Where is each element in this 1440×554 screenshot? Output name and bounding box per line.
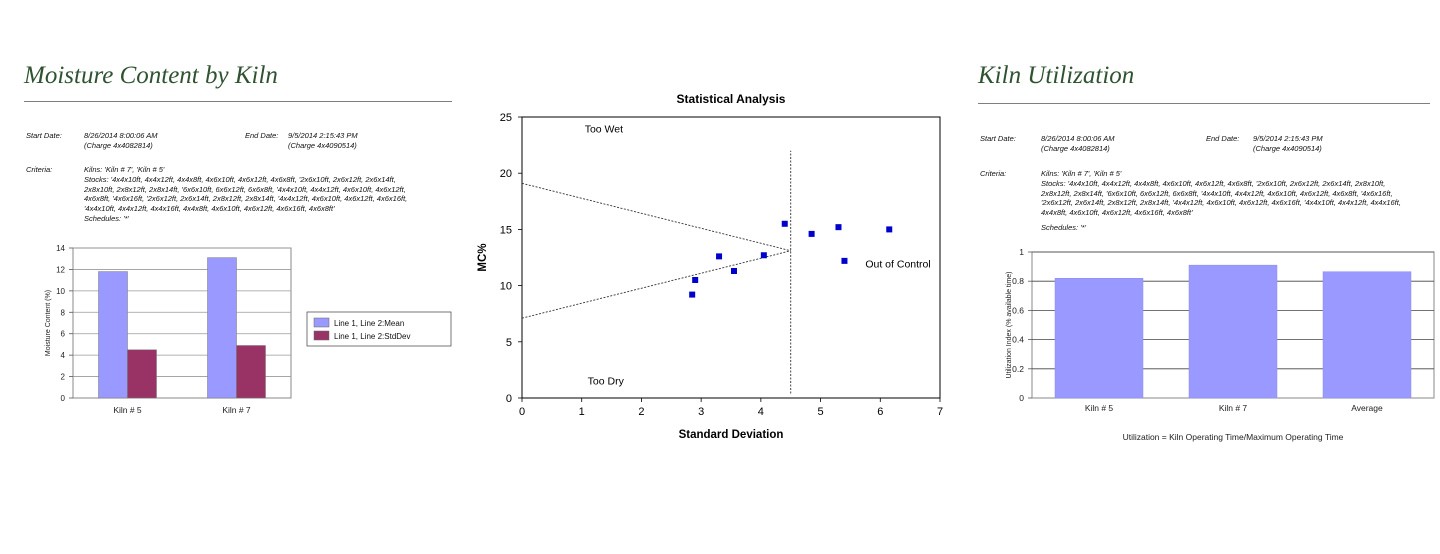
y-tick-label: 4 <box>61 351 66 360</box>
y-tick-label: 10 <box>56 287 65 296</box>
y-tick-label: 20 <box>500 168 512 180</box>
y-tick-label: 15 <box>500 224 512 236</box>
data-point <box>689 291 696 298</box>
y-tick-label: 12 <box>56 265 65 274</box>
title-rule <box>978 103 1430 104</box>
y-tick-label: 0.2 <box>1012 364 1024 374</box>
criteria-label: Criteria: <box>26 165 53 174</box>
annotation-label: Too Dry <box>588 376 625 388</box>
y-tick-label: 5 <box>506 337 512 349</box>
control-line <box>521 182 791 252</box>
y-tick-label: 25 <box>500 112 512 124</box>
y-tick-label: 0 <box>1019 393 1024 403</box>
criteria-schedules: Schedules: '*' <box>84 214 129 223</box>
criteria-label: Criteria: <box>980 169 1007 178</box>
chart-title: Statistical Analysis <box>677 92 786 106</box>
y-tick-label: 2 <box>61 373 66 382</box>
report-title: Kiln Utilization <box>978 62 1135 89</box>
data-point <box>886 226 893 233</box>
legend-swatch <box>313 330 330 341</box>
data-point <box>730 267 737 274</box>
y-tick-label: 6 <box>61 330 66 339</box>
x-tick-label: Kiln # 5 <box>1085 403 1114 413</box>
x-tick-label: 3 <box>698 406 704 418</box>
end-date-label: End Date: <box>1206 134 1240 143</box>
bar-stddev <box>236 345 266 399</box>
y-axis-label: Moisture Content (%) <box>45 290 52 356</box>
x-tick-label: 4 <box>758 406 764 418</box>
start-date-label: Start Date: <box>26 131 62 140</box>
x-tick-label: 5 <box>818 406 824 418</box>
x-axis-label: Standard Deviation <box>679 429 784 441</box>
bar-stddev <box>127 349 157 399</box>
legend <box>306 311 452 347</box>
y-tick-label: 0.6 <box>1012 305 1024 315</box>
x-tick-label: Average <box>1351 403 1383 413</box>
y-tick-label: 1 <box>1019 247 1024 257</box>
start-date-value: 8/26/2014 8:00:06 AM <box>84 131 158 140</box>
data-point <box>841 257 848 264</box>
bar-utilization <box>1322 271 1412 399</box>
utilization-bar-chart: 0 0.2 0.4 0.6 0.8 1 Kiln # 5 Kiln # 7 Average Uti… <box>1006 247 1435 442</box>
moisture-report-panel: Moisture Content by Kiln Start Date: 8/2… <box>0 0 470 554</box>
utilization-report-panel: Kiln Utilization Start Date: 8/26/2014 8… <box>960 0 1440 554</box>
start-date-value: 8/26/2014 8:00:06 AM <box>1041 134 1115 143</box>
bar-mean <box>207 257 237 399</box>
x-tick-label: 0 <box>519 406 525 418</box>
x-tick-label: 2 <box>638 406 644 418</box>
criteria-kilns: Kilns: 'Kiln # 7', 'Kiln # 5' <box>1041 169 1122 178</box>
criteria-kilns: Kilns: 'Kiln # 7', 'Kiln # 5' <box>84 165 165 174</box>
plot-area <box>521 116 941 399</box>
start-date-label: Start Date: <box>980 134 1016 143</box>
data-point <box>760 252 767 259</box>
end-charge: (Charge 4x4090514) <box>288 141 357 150</box>
end-date-label: End Date: <box>245 131 279 140</box>
x-tick-label: 1 <box>579 406 585 418</box>
data-point <box>781 220 788 227</box>
control-line <box>521 250 791 319</box>
y-axis-label: MC% <box>477 243 489 271</box>
data-point <box>835 224 842 231</box>
end-date-value: 9/5/2014 2:15:43 PM <box>288 131 358 140</box>
y-tick-label: 14 <box>56 244 65 253</box>
y-tick-label: 10 <box>500 281 512 293</box>
bar-mean <box>98 271 128 399</box>
legend-label: Line 1, Line 2:StdDev <box>334 332 411 341</box>
y-tick-label: 0.4 <box>1012 335 1024 345</box>
start-charge: (Charge 4x4082814) <box>1041 144 1110 153</box>
y-tick-label: 8 <box>61 308 66 317</box>
x-tick-label: 6 <box>877 406 883 418</box>
x-tick-label: Kiln # 7 <box>1219 403 1248 413</box>
end-charge: (Charge 4x4090514) <box>1253 144 1322 153</box>
data-point <box>716 253 723 260</box>
annotation-label: Too Wet <box>585 124 623 136</box>
end-date-value: 9/5/2014 2:15:43 PM <box>1253 134 1323 143</box>
y-tick-label: 0.8 <box>1012 276 1024 286</box>
y-tick-label: 0 <box>506 393 512 405</box>
criteria-schedules: Schedules: '*' <box>1041 223 1086 232</box>
moisture-bar-chart: 0 2 4 6 8 10 12 14 Kiln # 5 Kiln # 7 Moisture Cont… <box>45 244 452 415</box>
x-axis-label: Utilization = Kiln Operating Time/Maximu… <box>1123 432 1344 442</box>
x-tick-label: Kiln # 5 <box>113 405 142 415</box>
criteria-stocks: Stocks: '4x4x10ft, 4x4x12ft, 4x4x8ft, 4x… <box>1041 179 1401 217</box>
data-point <box>692 276 699 283</box>
report-title: Moisture Content by Kiln <box>24 62 278 89</box>
bar-utilization <box>1188 264 1278 399</box>
legend-label: Line 1, Line 2:Mean <box>334 319 404 328</box>
y-axis-label: Utilization Index (% available time) <box>1006 272 1013 379</box>
x-tick-label: 7 <box>937 406 943 418</box>
annotation-label: Out of Control <box>865 259 930 271</box>
start-charge: (Charge 4x4082814) <box>84 141 153 150</box>
y-tick-label: 0 <box>61 394 66 403</box>
title-rule <box>24 101 452 102</box>
statistical-scatter-chart: Statistical Analysis 0 1 2 3 4 5 6 7 0 5 10 15 20 25 St… <box>477 92 943 441</box>
bar-utilization <box>1054 278 1144 399</box>
legend-swatch <box>313 317 330 328</box>
data-point <box>808 230 815 237</box>
criteria-stocks: Stocks: '4x4x10ft, 4x4x12ft, 4x4x8ft, 4x… <box>84 175 408 213</box>
statistical-analysis-panel: Statistical Analysis 0 1 2 3 4 5 6 7 0 5 10 15 20 25 St… <box>470 0 960 554</box>
x-tick-label: Kiln # 7 <box>222 405 251 415</box>
